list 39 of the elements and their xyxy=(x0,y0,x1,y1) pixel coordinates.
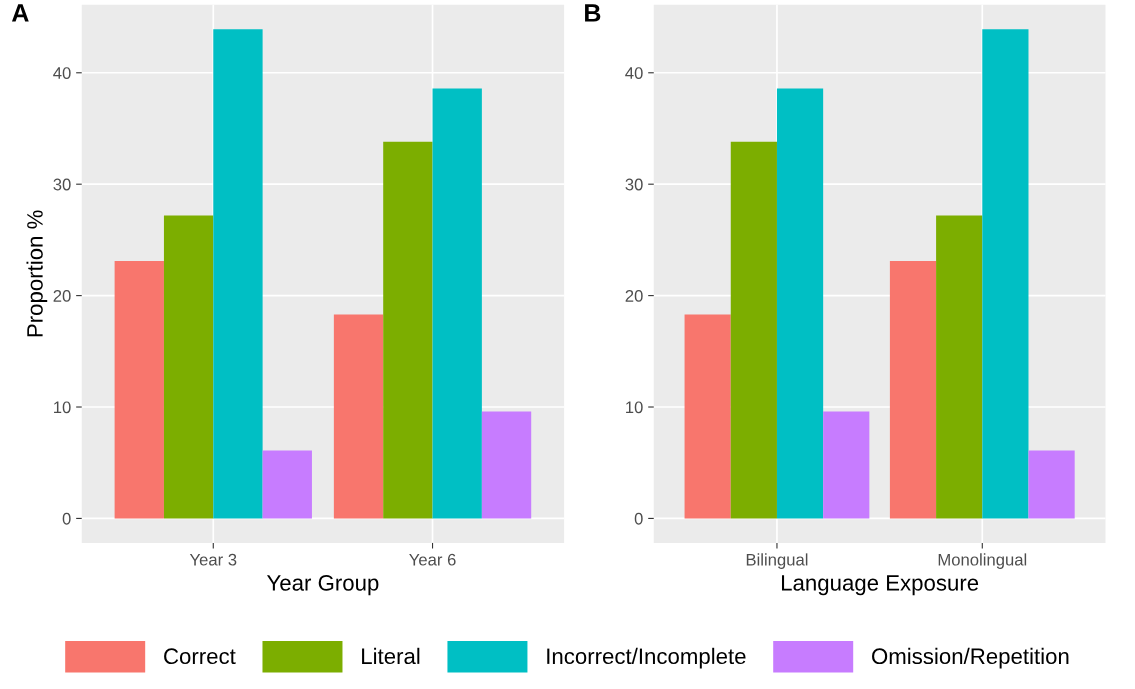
bar xyxy=(982,29,1029,519)
chart-title: B xyxy=(585,4,601,22)
legend-label: Incorrect/Incomplete xyxy=(547,647,746,669)
y-tick-label: 10 xyxy=(626,401,643,414)
bar xyxy=(936,215,983,519)
bar xyxy=(432,88,482,519)
legend-label: Correct xyxy=(164,648,236,665)
y-tick-label: 0 xyxy=(634,512,643,525)
bar xyxy=(163,215,214,519)
bar xyxy=(1028,450,1075,519)
legend-label: Literal xyxy=(362,647,420,665)
bar xyxy=(114,261,164,519)
bar xyxy=(213,29,263,519)
y-tick-label: 40 xyxy=(53,67,71,79)
y-tick-label: 20 xyxy=(625,290,643,302)
x-tick-label: Bilingual xyxy=(746,553,808,569)
bar xyxy=(262,450,312,519)
bar xyxy=(481,411,532,519)
x-tick-label: Monolingual xyxy=(938,553,1027,569)
bar xyxy=(333,314,384,519)
chart-title: A xyxy=(11,4,29,22)
bar xyxy=(684,314,731,519)
bar xyxy=(730,141,777,519)
x-tick-label: Year 3 xyxy=(189,553,237,566)
bar xyxy=(823,411,870,519)
x-tick-label: Year 6 xyxy=(409,553,456,566)
y-axis-title: Proportion % xyxy=(26,210,48,337)
y-tick-label: 20 xyxy=(53,290,71,302)
x-axis-title: Language Exposure xyxy=(781,575,979,596)
x-axis-title: Year Group xyxy=(266,575,379,596)
y-tick-label: 30 xyxy=(625,178,643,191)
bar xyxy=(889,261,937,519)
y-tick-label: 0 xyxy=(62,512,71,525)
y-tick-label: 30 xyxy=(53,178,71,191)
bar xyxy=(383,141,433,519)
y-tick-label: 10 xyxy=(54,401,71,414)
bar xyxy=(776,88,824,519)
legend-label: Omission/Repetition xyxy=(872,647,1069,669)
y-tick-label: 40 xyxy=(625,67,643,79)
